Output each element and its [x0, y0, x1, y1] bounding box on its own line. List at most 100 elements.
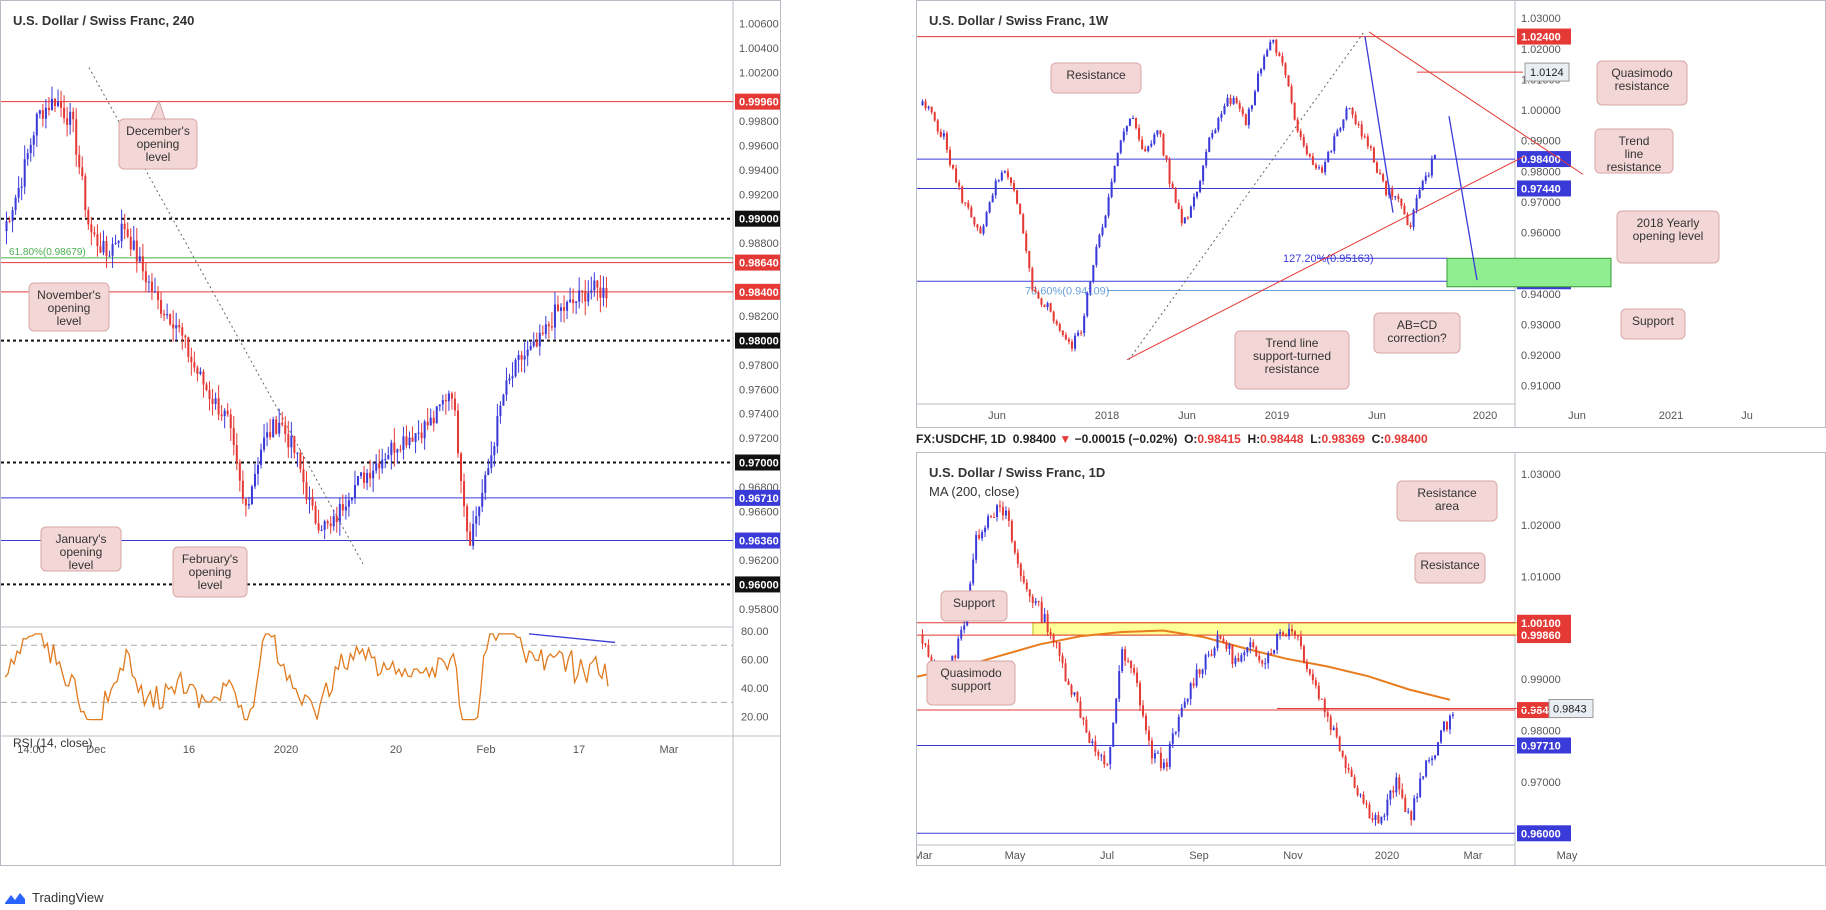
candle-body	[1418, 190, 1421, 198]
candle-body	[1231, 644, 1234, 664]
chart-4h-panel[interactable]: 1.00600 1.00400 1.00200 0.99800 0.99600 0.994…	[0, 0, 781, 866]
candle-body	[976, 224, 979, 228]
candle-body	[1409, 224, 1412, 228]
candle-body	[460, 453, 463, 482]
y-tick-label: 1.00200	[739, 67, 779, 79]
candle-body	[1076, 692, 1079, 702]
candle-body	[1264, 663, 1267, 665]
candle-body	[1229, 97, 1232, 104]
candle-body	[326, 521, 329, 524]
candle-body	[1083, 315, 1086, 334]
candle-body	[1299, 131, 1302, 137]
candle-body	[1234, 658, 1237, 664]
chart-weekly-panel[interactable]: 1.030001.020001.010001.000000.990000.980…	[916, 0, 1826, 428]
candle-body	[1001, 506, 1004, 516]
candle-body	[1401, 789, 1404, 798]
candle-body	[1347, 768, 1350, 770]
callout-january-text: January's	[56, 532, 107, 546]
candle-body	[979, 227, 982, 234]
callout-quasimodo-text: resistance	[1615, 79, 1670, 93]
candle-body	[269, 432, 272, 438]
candle-body	[72, 111, 75, 120]
candle-body	[244, 498, 247, 506]
candle-body	[226, 410, 229, 415]
price-tag-bg	[735, 489, 780, 506]
candle-body	[1150, 740, 1153, 759]
candle-body	[1189, 683, 1192, 700]
candle-body	[317, 523, 320, 531]
price-tag-label: 0.99000	[739, 214, 779, 226]
candle-body	[1451, 714, 1454, 716]
chart-4h-canvas[interactable]: 1.00600 1.00400 1.00200 0.99800 0.99600 0.994…	[1, 1, 781, 866]
candle-body	[138, 256, 141, 262]
candle-body	[1202, 165, 1205, 182]
x-tick-label: 2020	[1473, 410, 1497, 422]
candle-body	[544, 324, 547, 334]
x-tick-label: Feb	[477, 744, 496, 756]
candle-body	[1305, 661, 1308, 670]
candle-body	[1260, 69, 1263, 74]
y-tick-label: 0.99000	[1521, 674, 1561, 686]
candle-body	[1284, 63, 1287, 76]
qm-tag-label: 1.0124	[1530, 67, 1564, 79]
chart-daily-panel[interactable]: 1.03000 1.02000 1.01000 0.99000 0.98000 0.970…	[916, 452, 1826, 866]
candle-body	[1258, 655, 1261, 661]
candle-body	[99, 246, 102, 253]
candle-body	[1121, 649, 1124, 672]
x-tick-label: 16	[183, 744, 195, 756]
candle-body	[402, 436, 405, 450]
candle-body	[1119, 140, 1122, 153]
candle-body	[1311, 156, 1314, 165]
candle-body	[1016, 190, 1019, 204]
candle-body	[1228, 644, 1231, 649]
price-tag-label: 0.97710	[1521, 740, 1561, 752]
callout-abcd-text: correction?	[1387, 331, 1447, 345]
candle-body	[523, 355, 526, 360]
candle-body	[1311, 674, 1314, 681]
candle-body	[1055, 642, 1058, 644]
chart-weekly-canvas[interactable]: 1.030001.020001.010001.000000.990000.980…	[917, 1, 1826, 428]
y-tick-label: 1.02000	[1521, 44, 1561, 56]
candle-body	[1350, 769, 1353, 777]
candle-body	[1342, 119, 1345, 129]
candle-body	[1110, 181, 1113, 198]
price-tag-label: 0.99960	[739, 97, 779, 109]
candle-body	[1249, 642, 1252, 648]
candle-body	[1394, 196, 1397, 198]
candle-body	[96, 234, 99, 247]
chart-daily-canvas[interactable]: 1.03000 1.02000 1.01000 0.99000 0.98000 0.970…	[917, 453, 1826, 866]
price-tag-label: 1.02400	[1521, 32, 1561, 44]
candle-body	[1246, 647, 1249, 653]
candle-body	[1019, 563, 1022, 577]
candle-body	[453, 398, 456, 411]
candle-body	[1022, 576, 1025, 583]
close-label: C:	[1371, 432, 1385, 446]
candle-body	[1437, 742, 1440, 756]
y-tick-label: 1.03000	[1521, 469, 1561, 481]
candle-body	[214, 398, 217, 404]
x-tick-label: 2020	[1375, 850, 1399, 862]
candle-body	[1440, 730, 1442, 743]
candle-body	[353, 484, 356, 499]
candle-body	[1372, 147, 1375, 163]
candle-body	[1025, 582, 1028, 590]
x-tick-label: 14:00	[17, 744, 45, 756]
callout-support-text: Support	[953, 596, 996, 610]
candle-body	[1291, 628, 1293, 632]
callout-february-box	[172, 546, 248, 598]
symbol-label: FX:USDCHF, 1D	[916, 432, 1007, 446]
candle-body	[1222, 638, 1225, 643]
x-tick-label: Jul	[1100, 850, 1114, 862]
candle-body	[578, 290, 581, 302]
candle-body	[1022, 214, 1025, 234]
candle-body	[193, 362, 196, 368]
candle-body	[1043, 304, 1046, 308]
candle-body	[423, 421, 426, 439]
candle-body	[1317, 685, 1320, 699]
y-tick-label: 0.99000	[1521, 136, 1561, 148]
candle-body	[572, 299, 575, 304]
candle-body	[981, 532, 984, 539]
callout-tlsupport-text: support-turned	[1253, 349, 1331, 363]
candle-body	[1122, 131, 1125, 141]
candle-body	[1086, 292, 1089, 316]
